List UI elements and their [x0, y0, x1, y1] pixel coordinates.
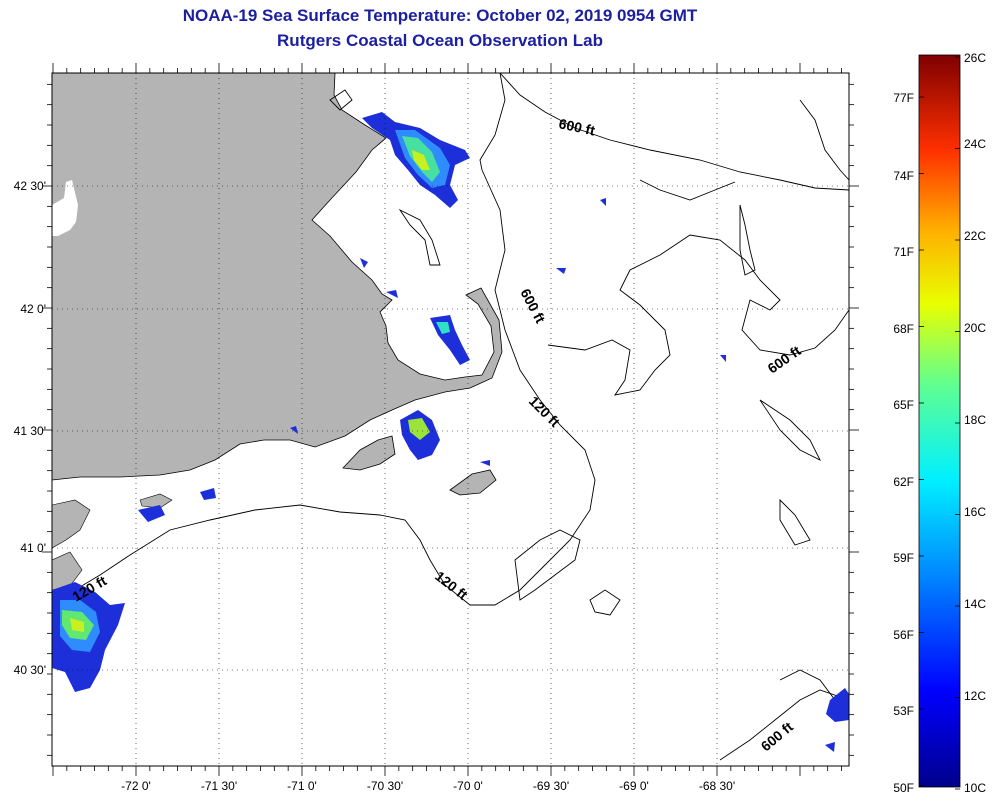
fahrenheit-label: 59F: [893, 551, 914, 565]
lon-tick-label: -71 30': [201, 779, 237, 793]
contour-label-600ft: 600 ft: [557, 115, 596, 138]
fahrenheit-label: 50F: [893, 781, 914, 795]
cloud-patch: [52, 180, 78, 236]
tick-marks: [42, 63, 859, 776]
land-massachusetts: [52, 73, 503, 481]
fahrenheit-label: 77F: [893, 91, 914, 105]
lon-tick-label: -69 30': [533, 779, 569, 793]
fahrenheit-label: 68F: [893, 322, 914, 336]
colorbar: [918, 54, 961, 788]
lat-tick-label: 40 30': [14, 663, 46, 677]
sst-data: [52, 112, 849, 752]
lon-tick-label: -68 30': [699, 779, 735, 793]
fahrenheit-label: 71F: [893, 245, 914, 259]
land-long-island: [52, 499, 91, 549]
celsius-label: 24C: [964, 137, 986, 151]
map-subtitle: Rutgers Coastal Ocean Observation Lab: [277, 31, 603, 50]
lat-tick-label: 41 30': [14, 424, 46, 438]
island-nantucket: [449, 469, 497, 496]
colorbar-fahrenheit-labels: 77F 74F 71F 68F 65F 62F 59F 56F 53F 50F: [893, 91, 914, 795]
celsius-label: 20C: [964, 321, 986, 335]
celsius-label: 14C: [964, 597, 986, 611]
celsius-label: 16C: [964, 505, 986, 519]
lat-tick-label: 42 0': [20, 302, 46, 316]
island-marthas-vineyard: [342, 435, 396, 471]
lat-tick-label: 42 30': [14, 179, 46, 193]
lon-tick-label: -70 30': [367, 779, 403, 793]
fahrenheit-label: 62F: [893, 475, 914, 489]
latitude-labels: 42 30' 42 0' 41 30' 41 0' 40 30': [14, 179, 46, 677]
longitude-labels: -72 0' -71 30' -71 0' -70 30' -70 0' -69…: [121, 779, 735, 793]
lat-tick-label: 41 0': [20, 541, 46, 555]
depth-contours: [52, 73, 849, 761]
fahrenheit-label: 65F: [893, 398, 914, 412]
lon-tick-label: -71 0': [287, 779, 317, 793]
celsius-label: 10C: [964, 781, 986, 795]
fahrenheit-label: 56F: [893, 628, 914, 642]
fahrenheit-label: 53F: [893, 704, 914, 718]
lon-tick-label: -69 0': [619, 779, 649, 793]
fahrenheit-label: 74F: [893, 169, 914, 183]
colorbar-celsius-labels: 26C 24C 22C 20C 18C 16C 14C 12C 10C: [964, 51, 986, 795]
lon-tick-label: -72 0': [121, 779, 151, 793]
lon-tick-label: -70 0': [453, 779, 483, 793]
map-frame: [51, 72, 850, 767]
land-long-island-2: [52, 551, 83, 591]
map-title: NOAA-19 Sea Surface Temperature: October…: [182, 6, 698, 25]
graticule: [52, 73, 849, 766]
colorbar-ticks: [919, 56, 960, 790]
celsius-label: 26C: [964, 51, 986, 65]
island-block: [139, 493, 173, 509]
celsius-label: 18C: [964, 413, 986, 427]
celsius-label: 12C: [964, 689, 986, 703]
celsius-label: 22C: [964, 229, 986, 243]
